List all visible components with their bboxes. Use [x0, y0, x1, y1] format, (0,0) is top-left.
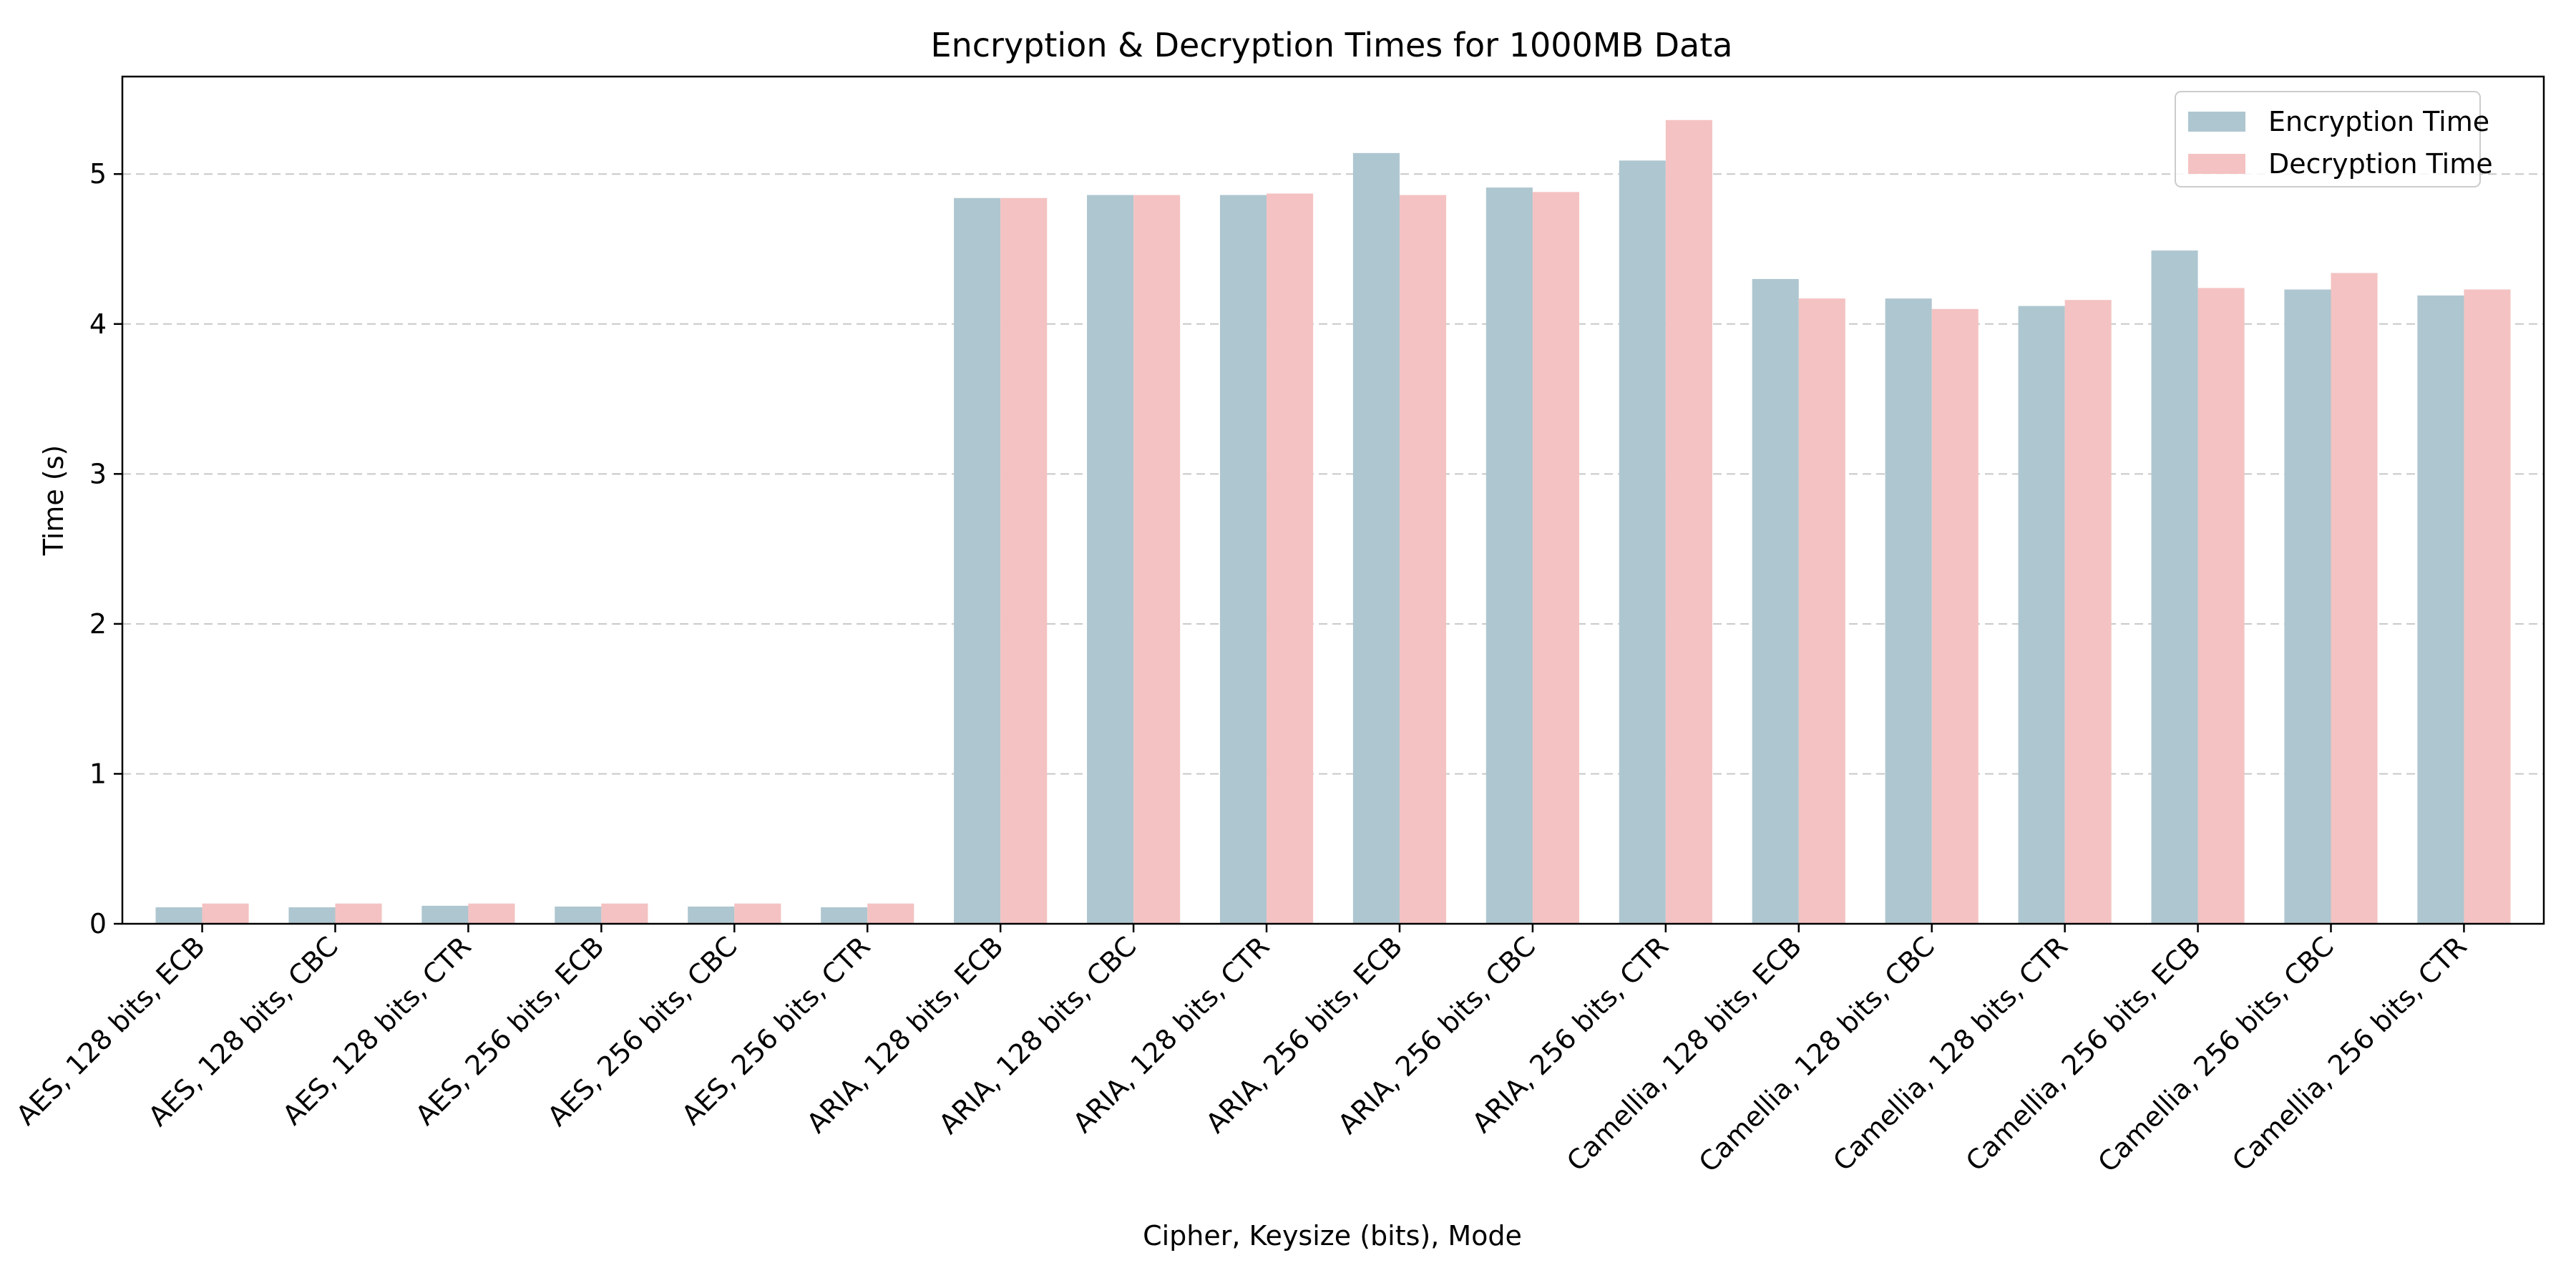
bar-encryption [2018, 306, 2065, 924]
bar-decryption [1931, 308, 1979, 924]
gridlines [122, 173, 2544, 775]
bar-decryption [1532, 192, 1579, 924]
bar-encryption [1485, 187, 1533, 924]
y-tick-label: 2 [89, 608, 107, 640]
bar-decryption [1665, 119, 1712, 924]
bar-decryption [202, 903, 249, 924]
y-tick-label: 4 [89, 308, 107, 340]
bar-decryption [2464, 289, 2511, 924]
y-tick-label: 1 [89, 758, 107, 789]
x-tick-label: Camellia, 256 bits, CBC [2092, 930, 2339, 1178]
bar-encryption [555, 906, 602, 924]
x-tick-label: Camellia, 256 bits, ECB [1960, 930, 2207, 1177]
legend-swatch [2188, 112, 2245, 132]
bar-decryption [601, 903, 648, 924]
bar-encryption [2417, 295, 2464, 924]
x-axis-label: Cipher, Keysize (bits), Mode [1143, 1220, 1522, 1252]
y-axis-label: Time (s) [38, 445, 69, 557]
chart-title: Encryption & Decryption Times for 1000MB… [931, 26, 1733, 64]
y-axis: 0 1 2 3 4 5 [89, 158, 122, 940]
bar-decryption [2197, 288, 2245, 924]
legend: Encryption Time Decryption Time [2175, 91, 2493, 187]
bar-decryption [2064, 300, 2112, 924]
bar-encryption [288, 907, 336, 924]
bar-encryption [1619, 160, 1666, 924]
x-tick-label: Camellia, 128 bits, CBC [1693, 930, 1941, 1178]
bar-encryption [421, 905, 469, 924]
bar-encryption [1352, 152, 1400, 924]
x-tick-label: Camellia, 128 bits, ECB [1561, 930, 1807, 1177]
bar-encryption [821, 907, 868, 924]
bar-decryption [1798, 298, 1845, 924]
y-tick-label: 5 [89, 158, 107, 190]
legend-box [2175, 91, 2481, 187]
bar-decryption [335, 903, 382, 924]
y-tick-label: 0 [89, 908, 107, 940]
bar-encryption [1752, 278, 1799, 924]
bar-decryption [468, 903, 515, 924]
bar-decryption [734, 903, 781, 924]
bar-encryption [155, 907, 203, 924]
y-tick-label: 3 [89, 458, 107, 489]
bar-encryption [954, 197, 1001, 924]
bar-decryption [1399, 195, 1447, 924]
legend-label: Decryption Time [2268, 148, 2493, 180]
bar-encryption [1087, 195, 1134, 924]
bar-encryption [2284, 289, 2331, 924]
bar-decryption [1000, 197, 1048, 924]
bar-encryption [1219, 195, 1267, 924]
bar-encryption [2151, 250, 2198, 924]
bar-decryption [1133, 195, 1181, 924]
legend-label: Encryption Time [2268, 106, 2489, 137]
bar-decryption [867, 903, 914, 924]
bar-encryption [688, 906, 735, 924]
bar-decryption [1267, 193, 1314, 924]
x-tick-label: Camellia, 256 bits, CTR [2226, 930, 2473, 1177]
x-tick-label: Camellia, 128 bits, CTR [1827, 930, 2074, 1177]
legend-swatch [2188, 154, 2245, 174]
plot-area-frame [121, 75, 2545, 925]
bar-decryption [2331, 273, 2378, 924]
bar-encryption [1885, 298, 1932, 924]
bar-series [155, 119, 2511, 924]
